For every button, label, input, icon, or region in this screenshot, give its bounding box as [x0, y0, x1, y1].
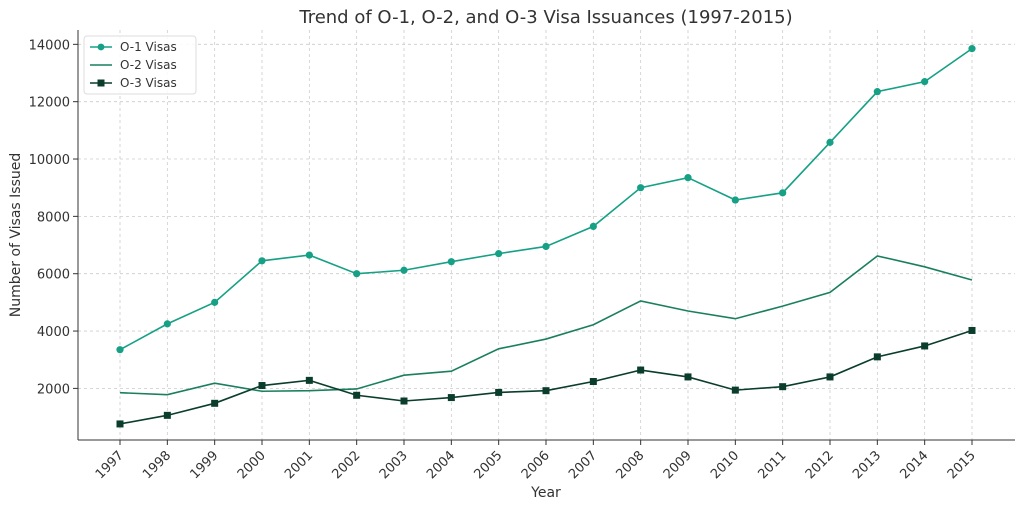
- x-tick-label: 2009: [661, 448, 695, 482]
- data-point: [826, 373, 834, 381]
- data-point: [211, 298, 219, 306]
- x-tick-label: 2006: [519, 448, 553, 482]
- data-point: [968, 326, 976, 334]
- data-point: [353, 391, 361, 399]
- data-point: [116, 346, 124, 354]
- x-tick-label: 2012: [803, 448, 837, 482]
- series: [116, 45, 976, 428]
- x-tick-label: 1998: [140, 448, 174, 482]
- legend-marker: [97, 43, 105, 51]
- data-point: [400, 266, 408, 274]
- data-point: [163, 320, 171, 328]
- data-point: [731, 386, 739, 394]
- data-point: [258, 382, 266, 390]
- legend-item: O-1 Visas: [90, 40, 177, 54]
- data-point: [637, 366, 645, 374]
- y-tick-label: 14000: [29, 38, 70, 53]
- series-line: [119, 255, 973, 396]
- data-point: [542, 387, 550, 395]
- data-point: [589, 222, 597, 230]
- chart-title: Trend of O-1, O-2, and O-3 Visa Issuance…: [298, 7, 792, 28]
- data-point: [400, 397, 408, 405]
- data-point: [305, 376, 313, 384]
- data-point: [163, 411, 171, 419]
- legend-item: O-3 Visas: [90, 76, 177, 90]
- legend-label: O-1 Visas: [120, 40, 177, 54]
- legend-marker: [97, 79, 105, 87]
- x-tick-label: 2004: [424, 448, 458, 482]
- legend-label: O-2 Visas: [120, 58, 177, 72]
- y-axis-label: Number of Visas Issued: [8, 153, 24, 318]
- y-tick-label: 6000: [37, 268, 70, 283]
- x-tick-label: 2000: [235, 448, 269, 482]
- data-point: [353, 270, 361, 278]
- data-point: [779, 383, 787, 391]
- data-point: [447, 258, 455, 266]
- legend-item: O-2 Visas: [90, 58, 177, 72]
- data-point: [542, 242, 550, 251]
- data-point: [211, 399, 219, 407]
- data-point: [637, 184, 645, 192]
- data-point: [921, 342, 929, 350]
- legend-label: O-3 Visas: [120, 76, 177, 90]
- y-tick-label: 8000: [37, 210, 70, 225]
- x-tick-label: 2007: [566, 448, 600, 482]
- data-point: [495, 250, 503, 258]
- x-tick-label: 2013: [850, 448, 884, 482]
- y-tick-label: 10000: [29, 153, 70, 168]
- x-tick-label: 2003: [377, 448, 411, 482]
- x-tick-label: 2014: [897, 448, 931, 482]
- data-point: [779, 189, 787, 197]
- series-o-2-visas: [119, 255, 973, 396]
- data-point: [873, 88, 881, 96]
- x-tick-label: 2015: [945, 448, 979, 482]
- legend: O-1 Visas O-2 Visas O-3 Visas: [83, 35, 197, 95]
- data-point: [684, 174, 692, 182]
- data-point: [731, 196, 739, 204]
- x-tick-label: 1997: [93, 448, 127, 482]
- series-o-3-visas: [116, 326, 976, 428]
- x-tick-label: 2005: [471, 448, 505, 482]
- x-tick-label: 2008: [613, 448, 647, 482]
- data-point: [968, 45, 976, 53]
- x-tick-label: 2002: [329, 448, 363, 482]
- y-axis-ticks: 2000 4000 6000 8000 10000 12000 14000: [29, 38, 78, 397]
- data-point: [258, 257, 266, 265]
- data-point: [589, 378, 597, 386]
- y-tick-label: 2000: [37, 382, 70, 397]
- x-tick-label: 2011: [755, 448, 789, 482]
- x-tick-label: 2001: [282, 448, 316, 482]
- grid: [78, 30, 1015, 440]
- data-point: [826, 138, 834, 146]
- data-point: [495, 388, 503, 396]
- legend-box: [83, 35, 197, 95]
- x-tick-label: 2010: [708, 448, 742, 482]
- series-o-1-visas: [116, 45, 976, 354]
- x-tick-label: 1999: [187, 448, 221, 482]
- data-point: [447, 394, 455, 402]
- x-axis-ticks: 1997 1998 1999 2000 2001 2002 2003 2004 2005 2006…: [93, 440, 979, 482]
- y-tick-label: 4000: [37, 325, 70, 340]
- x-axis-label: Year: [530, 485, 561, 501]
- data-point: [921, 78, 929, 86]
- data-point: [873, 353, 881, 361]
- data-point: [116, 420, 124, 428]
- data-point: [305, 251, 313, 259]
- y-tick-label: 12000: [29, 96, 70, 111]
- data-point: [684, 373, 692, 381]
